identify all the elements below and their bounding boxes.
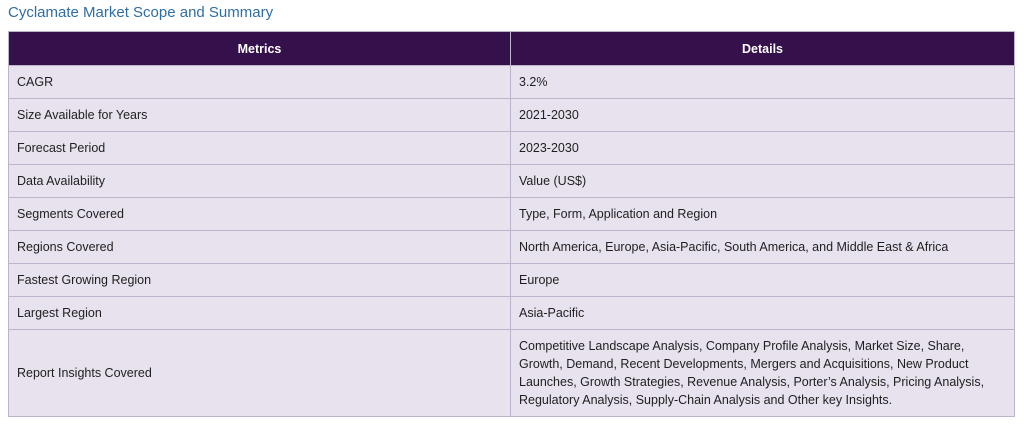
- table-row: Regions Covered North America, Europe, A…: [8, 230, 1015, 264]
- table-row: Forecast Period 2023-2030: [8, 131, 1015, 165]
- detail-cell: 2021-2030: [510, 98, 1015, 132]
- metric-cell: Forecast Period: [8, 131, 511, 165]
- column-header-details: Details: [510, 31, 1015, 66]
- detail-cell: Value (US$): [510, 164, 1015, 198]
- table-row: CAGR 3.2%: [8, 65, 1015, 99]
- metric-cell: Regions Covered: [8, 230, 511, 264]
- table-row: Size Available for Years 2021-2030: [8, 98, 1015, 132]
- metric-cell: Size Available for Years: [8, 98, 511, 132]
- table-row: Report Insights Covered Competitive Land…: [8, 329, 1015, 417]
- detail-cell: Asia-Pacific: [510, 296, 1015, 330]
- metric-cell: Largest Region: [8, 296, 511, 330]
- table-row: Data Availability Value (US$): [8, 164, 1015, 198]
- metric-cell: Report Insights Covered: [8, 329, 511, 417]
- table-header-row: Metrics Details: [8, 31, 1015, 66]
- detail-cell: Competitive Landscape Analysis, Company …: [510, 329, 1015, 417]
- detail-cell: 3.2%: [510, 65, 1015, 99]
- page-title: Cyclamate Market Scope and Summary: [8, 4, 274, 21]
- table-row: Largest Region Asia-Pacific: [8, 296, 1015, 330]
- metric-cell: Fastest Growing Region: [8, 263, 511, 297]
- table-row: Fastest Growing Region Europe: [8, 263, 1015, 297]
- metric-cell: Data Availability: [8, 164, 511, 198]
- table-row: Segments Covered Type, Form, Application…: [8, 197, 1015, 231]
- metric-cell: CAGR: [8, 65, 511, 99]
- market-summary-table: Metrics Details CAGR 3.2% Size Available…: [8, 31, 1015, 417]
- detail-cell: 2023-2030: [510, 131, 1015, 165]
- detail-cell: Type, Form, Application and Region: [510, 197, 1015, 231]
- metric-cell: Segments Covered: [8, 197, 511, 231]
- detail-cell: North America, Europe, Asia-Pacific, Sou…: [510, 230, 1015, 264]
- column-header-metrics: Metrics: [8, 31, 511, 66]
- detail-cell: Europe: [510, 263, 1015, 297]
